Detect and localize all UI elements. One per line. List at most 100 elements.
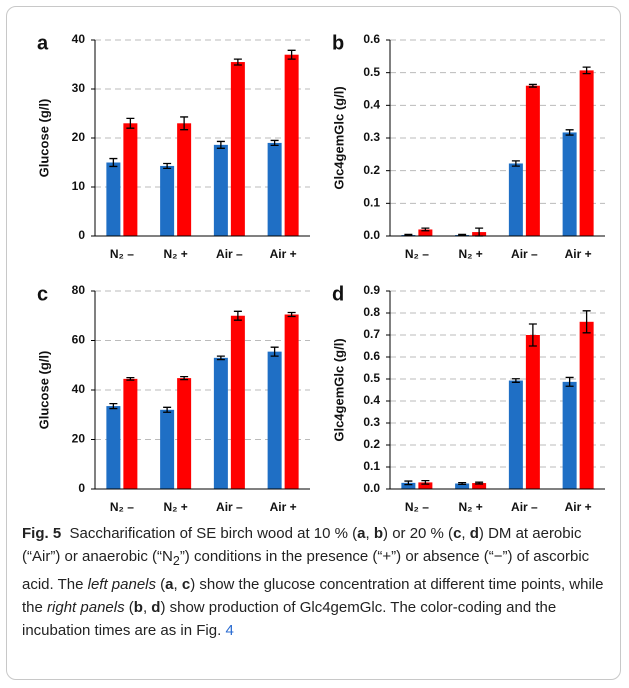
y-tick-label: 0.8	[363, 305, 380, 319]
x-tick-label: N₂ +	[163, 247, 187, 261]
error-bar	[233, 310, 242, 321]
error-bar	[421, 479, 430, 485]
bar	[455, 483, 470, 489]
panel-label: d	[332, 283, 344, 305]
y-axis-title: Glc4gemGlc (g/l)	[331, 86, 346, 189]
error-bar	[126, 117, 135, 129]
error-bar	[582, 310, 591, 334]
caption-text: c	[453, 525, 462, 542]
bar	[418, 229, 433, 236]
bar	[177, 123, 192, 236]
panel-label: c	[37, 283, 48, 305]
bar	[267, 351, 282, 489]
caption-text: (	[124, 599, 134, 616]
caption-text: ,	[173, 576, 182, 593]
y-tick-label: 40	[72, 32, 86, 46]
y-axis-title: Glc4gemGlc (g/l)	[331, 338, 346, 441]
bar	[267, 142, 282, 236]
error-bar	[511, 160, 520, 167]
bar	[160, 409, 175, 489]
x-tick-label: N₂ –	[110, 247, 134, 261]
error-bar	[421, 227, 430, 232]
bar	[160, 165, 175, 236]
y-tick-label: 0.1	[363, 459, 380, 473]
panel-label: b	[332, 32, 344, 54]
error-bar	[458, 481, 467, 486]
x-tick-label: Air +	[270, 247, 297, 261]
y-tick-label: 0.2	[363, 163, 380, 177]
y-tick-label: 0.6	[363, 349, 380, 363]
error-bar	[233, 58, 242, 66]
caption-text: ”) conditions in the presence (“+”) or a…	[22, 548, 590, 593]
caption-text: ) show production of Glc4gemGlc. The col…	[22, 599, 557, 639]
y-tick-label: 0.9	[363, 283, 380, 297]
bar	[418, 482, 433, 489]
x-tick-label: Air +	[565, 247, 592, 261]
y-tick-label: 0.3	[363, 415, 380, 429]
y-tick-label: 0.1	[363, 196, 380, 210]
caption-text: a	[357, 525, 366, 542]
bar	[508, 380, 523, 489]
error-bar	[216, 140, 225, 149]
y-tick-label: 40	[72, 382, 86, 396]
y-tick-label: 30	[72, 81, 86, 95]
bar	[177, 378, 192, 489]
error-bar	[109, 157, 118, 168]
caption-text: b	[133, 599, 143, 616]
bar	[230, 315, 245, 489]
caption: Fig. 5 Saccharification of SE birch wood…	[22, 522, 612, 642]
error-bar	[109, 402, 118, 410]
y-tick-label: 10	[72, 179, 86, 193]
error-bar	[163, 162, 172, 170]
caption-link[interactable]: 4	[225, 622, 234, 639]
bar	[508, 163, 523, 236]
y-tick-label: 0.4	[363, 98, 380, 112]
x-tick-label: Air –	[216, 500, 243, 514]
y-tick-label: 0.6	[363, 32, 380, 46]
error-bar	[180, 375, 189, 381]
error-bar	[163, 406, 172, 413]
error-bar	[582, 66, 591, 75]
y-tick-label: 0.3	[363, 130, 380, 144]
bar	[106, 406, 121, 489]
x-tick-label: N₂ –	[405, 500, 429, 514]
y-tick-label: 0.5	[363, 371, 380, 385]
y-tick-label: 0.2	[363, 437, 380, 451]
bar	[562, 132, 577, 236]
bar	[213, 144, 228, 236]
y-tick-label: 80	[72, 283, 86, 297]
caption-text: c	[181, 576, 191, 593]
y-tick-label: 0	[78, 481, 85, 495]
error-bar	[511, 378, 520, 383]
error-bar	[270, 139, 279, 146]
y-tick-label: 0	[78, 228, 85, 242]
error-bar	[270, 346, 279, 357]
error-bar	[475, 481, 484, 485]
caption-text: d	[469, 525, 479, 542]
caption-text: Saccharification of SE birch wood at 10 …	[69, 525, 358, 542]
y-tick-label: 0.0	[363, 481, 380, 495]
charts: a Glucose (g/l) 0 10 20 30 40 N₂ – N₂ + Air – Air …	[36, 32, 605, 514]
x-tick-label: Air –	[511, 247, 538, 261]
bar	[123, 123, 138, 236]
y-tick-label: 20	[72, 130, 86, 144]
x-tick-label: N₂ +	[458, 500, 482, 514]
error-bar	[180, 116, 189, 131]
x-tick-label: Air –	[511, 500, 538, 514]
figure-frame	[6, 6, 621, 680]
x-tick-label: Air –	[216, 247, 243, 261]
x-tick-label: Air +	[270, 500, 297, 514]
caption-text: ) or 20 % (	[383, 525, 454, 542]
x-tick-label: Air +	[565, 500, 592, 514]
error-bar	[565, 129, 574, 136]
bar	[525, 335, 540, 489]
bar	[213, 357, 228, 489]
y-axis-title: Glucose (g/l)	[36, 99, 51, 178]
x-tick-label: N₂ +	[163, 500, 187, 514]
panel-label: a	[37, 32, 49, 54]
bar	[230, 62, 245, 236]
error-bar	[565, 376, 574, 387]
caption-text: (	[156, 576, 166, 593]
caption-text: ) show the glucose concentration at diff…	[22, 576, 604, 616]
